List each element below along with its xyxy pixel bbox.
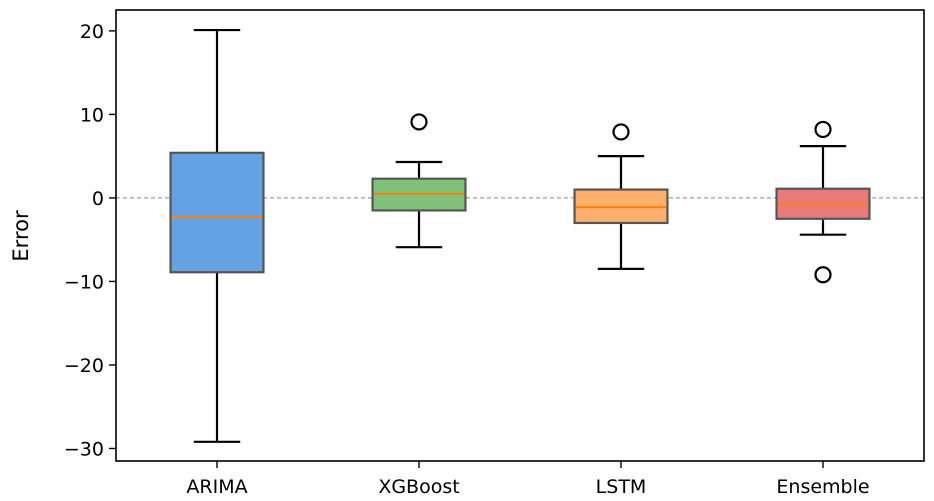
y-tick-label: −10 (64, 271, 104, 293)
outlier-point (410, 113, 428, 131)
y-tick-label: −30 (64, 438, 104, 460)
outlier-point (814, 266, 832, 284)
box-lstm (573, 123, 669, 271)
x-tick-label: LSTM (596, 476, 647, 498)
y-tick-label: 0 (92, 188, 104, 210)
x-tick-label: ARIMA (186, 476, 247, 498)
outlier-point (814, 120, 832, 139)
outlier-point (612, 123, 630, 141)
y-tick-label: −20 (64, 355, 104, 377)
y-axis-label: Error (9, 210, 33, 262)
y-tick-label: 20 (80, 21, 104, 43)
box-arima (169, 28, 265, 443)
box-xgboost (371, 113, 467, 249)
x-tick-label: XGBoost (378, 476, 459, 498)
box-iqr (169, 151, 265, 274)
box-ensemble (775, 120, 871, 284)
x-tick-label: Ensemble (776, 476, 869, 498)
plot-area-frame (115, 9, 925, 462)
y-tick-label: 10 (80, 104, 104, 126)
